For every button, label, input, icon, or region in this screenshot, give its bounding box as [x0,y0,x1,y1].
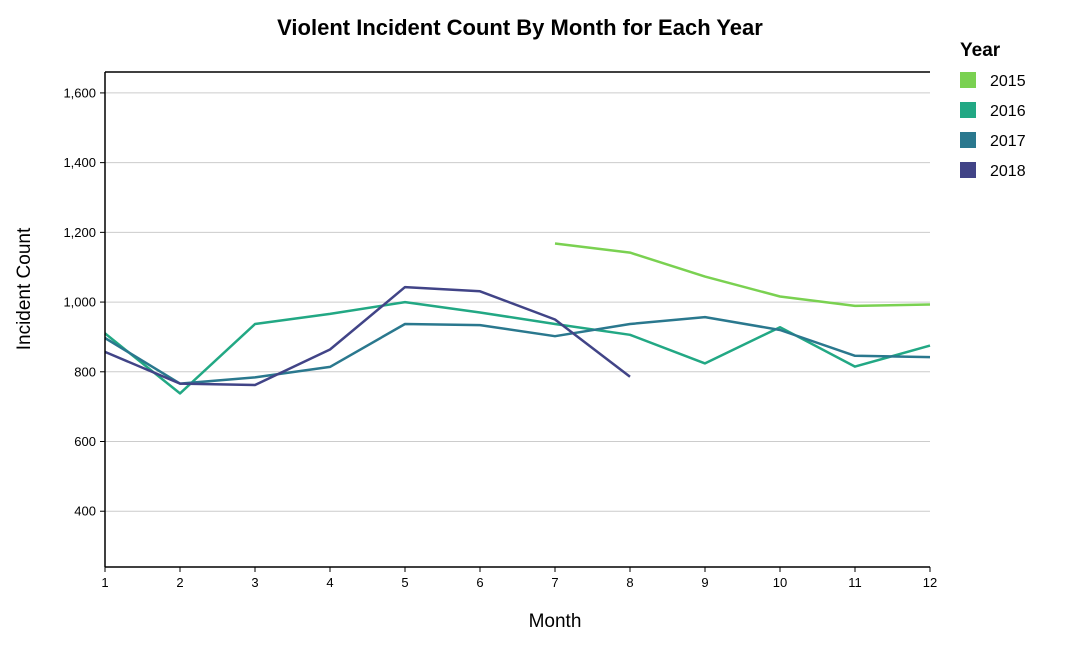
y-axis-ticks: 400 600 800 1,000 1,200 1,400 1,600 [63,85,105,519]
legend-item-2016: 2016 [960,102,1026,120]
legend-label: 2015 [990,73,1026,90]
y-tick-label: 1,000 [63,295,96,310]
legend-label: 2017 [990,133,1026,150]
legend-item-2015: 2015 [960,72,1026,90]
y-tick-label: 1,400 [63,155,96,170]
y-tick-label: 1,600 [63,85,96,100]
legend-swatch [960,132,976,148]
legend-label: 2018 [990,163,1026,180]
x-tick-label: 9 [701,575,708,590]
x-tick-label: 3 [251,575,258,590]
x-tick-label: 6 [476,575,483,590]
legend-item-2017: 2017 [960,132,1026,150]
legend-item-2018: 2018 [960,162,1026,180]
y-axis-label: Incident Count [14,227,35,350]
chart-title: Violent Incident Count By Month for Each… [277,15,763,40]
x-axis-label: Month [529,611,582,632]
series-line-2017 [104,315,931,385]
series-line-2015 [554,242,931,308]
x-axis-ticks: 1 2 3 4 5 6 7 8 9 10 11 12 [101,567,937,590]
y-tick-label: 800 [74,364,96,379]
y-tick-label: 600 [74,434,96,449]
x-tick-label: 7 [551,575,558,590]
y-tick-label: 400 [74,504,96,519]
y-tick-label: 1,200 [63,225,96,240]
x-tick-label: 11 [848,575,862,590]
legend-swatch [960,162,976,178]
legend-title: Year [960,40,1001,61]
x-tick-label: 8 [626,575,633,590]
series-line-2018 [104,285,631,387]
x-tick-label: 12 [923,575,937,590]
x-tick-label: 1 [101,575,108,590]
x-tick-label: 10 [773,575,787,590]
legend: Year 2015 2016 2017 2018 [960,40,1026,180]
x-tick-label: 2 [176,575,183,590]
x-tick-label: 4 [326,575,333,590]
legend-swatch [960,102,976,118]
series-lines [104,242,931,395]
legend-swatch [960,72,976,88]
x-tick-label: 5 [401,575,408,590]
y-gridlines [105,92,930,512]
legend-label: 2016 [990,103,1026,120]
